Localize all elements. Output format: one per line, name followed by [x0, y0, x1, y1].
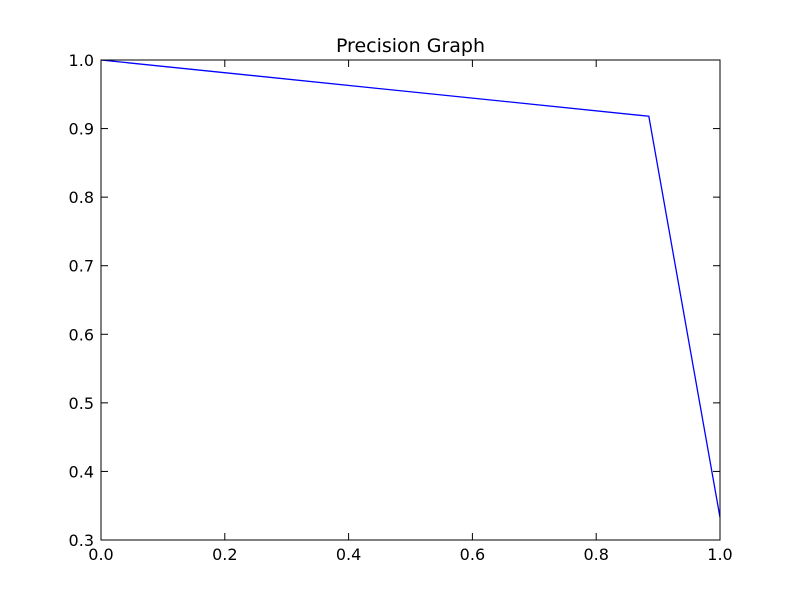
y-tick-label: 0.8 — [69, 188, 94, 207]
y-tick-label: 0.6 — [69, 325, 94, 344]
axes-frame — [100, 59, 721, 541]
y-tick-label: 0.3 — [69, 531, 94, 550]
x-tick-label: 0.2 — [212, 545, 237, 564]
y-tick-label: 0.4 — [69, 462, 94, 481]
y-tick-label: 0.7 — [69, 257, 94, 276]
x-tick-label: 1.0 — [707, 545, 732, 564]
y-tick-label: 0.9 — [69, 120, 94, 139]
x-tick-label: 0.0 — [88, 545, 113, 564]
x-tick-label: 0.4 — [336, 545, 361, 564]
plot-area: 0.0 0.2 0.4 0.6 0.8 1.0 0.3 0.4 0.5 0.6 0.7 0.8 0.9 1… — [69, 51, 733, 564]
y-tick-label: 1.0 — [69, 51, 94, 70]
series-line-0 — [100, 59, 721, 518]
y-tick-label: 0.5 — [69, 394, 94, 413]
x-tick-label: 0.8 — [583, 545, 608, 564]
chart-title: Precision Graph — [336, 35, 485, 57]
x-tick-label: 0.6 — [460, 545, 485, 564]
